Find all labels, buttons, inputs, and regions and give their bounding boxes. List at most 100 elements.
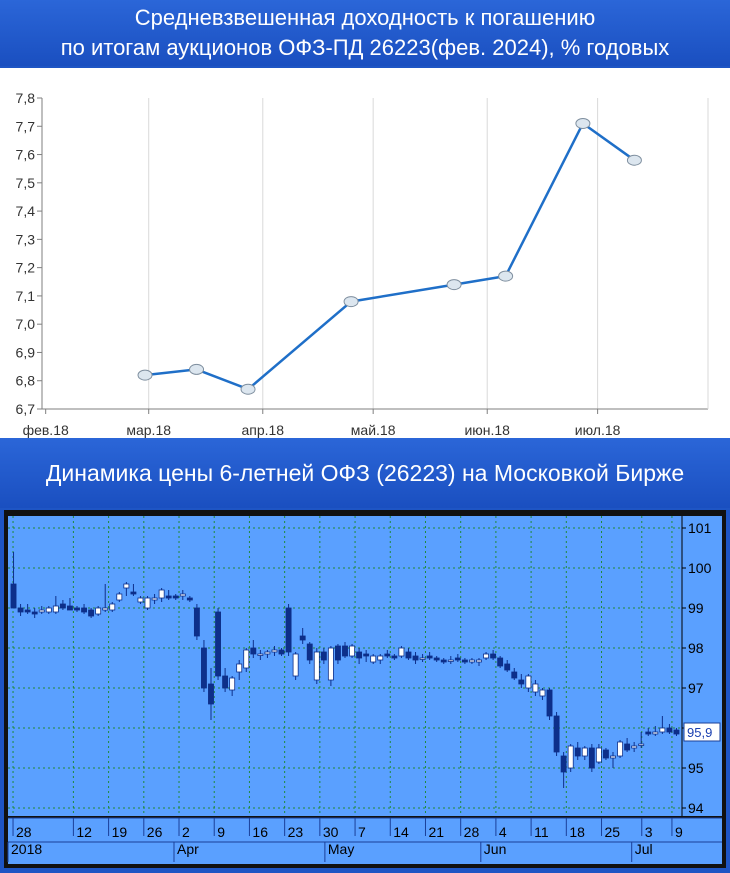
top-chart-title: Средневзвешенная доходность к погашению … (0, 0, 730, 66)
candle-body (130, 591, 137, 595)
price-axis-area (682, 516, 722, 816)
candle-body (74, 607, 80, 611)
price-y-tick-label: 100 (688, 560, 712, 576)
yield-x-tick-label: фев.18 (23, 422, 69, 438)
month-label: 2018 (11, 841, 42, 857)
time-axis-area (8, 818, 722, 864)
price-y-tick-label: 97 (688, 680, 704, 696)
candle-body (229, 677, 236, 691)
candle-body (652, 731, 659, 735)
candle-body (144, 597, 151, 609)
candle-body (327, 647, 334, 681)
yield-y-tick-label: 7,0 (16, 316, 36, 332)
yield-x-tick-label: май.18 (351, 422, 396, 438)
yield-data-point (240, 383, 256, 395)
candle-body (504, 663, 511, 671)
candle-body (88, 609, 95, 617)
candle-body (165, 595, 172, 599)
yield-data-point (189, 363, 205, 375)
candle-body (215, 611, 221, 677)
price-y-tick-label: 99 (688, 600, 704, 616)
candle-body (673, 729, 680, 735)
candle-body (631, 745, 638, 749)
candle-body (243, 649, 250, 669)
candle-body (518, 679, 525, 685)
candle-body (433, 657, 440, 661)
candle-body (81, 607, 87, 613)
yield-x-tick-label: мар.18 (126, 422, 171, 438)
candle-body (363, 653, 370, 657)
candle-body (102, 607, 109, 611)
candle-body (24, 609, 31, 613)
candle-body (349, 645, 355, 657)
top-title-line-2: по итогам аукционов ОФЗ-ПД 26223(фев. 20… (60, 35, 670, 60)
yield-y-tick-label: 7,7 (16, 118, 36, 134)
bottom-title-line-1: Динамика цены 6-летней ОФЗ (26223) на Мо… (45, 460, 685, 486)
yield-data-point (626, 154, 642, 166)
candle-body (553, 715, 560, 753)
candle-body (603, 749, 609, 759)
time-tick-label: 30 (323, 824, 339, 840)
yield-y-tick-label: 6,7 (16, 401, 36, 417)
time-tick-label: 26 (147, 824, 163, 840)
candle-body (426, 655, 433, 659)
candle-body (208, 683, 214, 705)
candle-body (483, 653, 489, 659)
candle-body (95, 607, 102, 615)
candle-body (10, 583, 17, 609)
price-chart: 9495969798991001012812192629162330714212… (7, 516, 722, 864)
candle-body (342, 645, 348, 657)
yield-x-tick-label: июн.18 (464, 422, 510, 438)
yield-data-point (498, 270, 514, 282)
candle-body (59, 603, 66, 609)
candle-body (624, 743, 631, 751)
candle-body (539, 689, 546, 697)
candle-body (17, 607, 24, 613)
candle-body (581, 747, 588, 757)
time-tick-label: 25 (605, 824, 621, 840)
candle-body (638, 743, 645, 746)
candle-body (497, 657, 504, 667)
candle-body (116, 593, 123, 601)
yield-series-line (144, 121, 636, 391)
yield-y-tick-label: 6,9 (16, 344, 36, 360)
price-y-tick-label: 94 (688, 800, 704, 816)
candle-body (454, 657, 461, 661)
candle-body (511, 671, 518, 679)
candle-body (546, 689, 553, 717)
month-label: Jun (484, 841, 507, 857)
candle-body (666, 727, 673, 733)
candle-body (356, 651, 363, 659)
yield-y-tick-label: 7,8 (16, 90, 36, 106)
candle-body (461, 659, 468, 663)
candle-body (172, 595, 179, 599)
candle-body (306, 643, 313, 661)
candle-body (158, 589, 165, 599)
time-tick-label: 2 (182, 824, 190, 840)
yield-y-tick-label: 7,1 (16, 288, 36, 304)
time-tick-label: 9 (675, 824, 683, 840)
candle-body (419, 657, 426, 660)
month-label: Jul (635, 841, 653, 857)
yield-y-tick-label: 7,2 (16, 260, 36, 276)
candle-body (186, 597, 193, 601)
candle-body (617, 741, 623, 757)
last-price-badge (683, 722, 721, 742)
time-tick-label: 19 (112, 824, 128, 840)
candle-body (45, 607, 52, 613)
candle-body (257, 653, 264, 656)
candle-body (370, 655, 377, 663)
yield-x-tick-label: июл.18 (575, 422, 621, 438)
candle-body (292, 653, 299, 677)
bottom-chart-title: Динамика цены 6-летней ОФЗ (26223) на Мо… (0, 438, 730, 508)
candle-body (222, 675, 229, 689)
candle-body (264, 651, 271, 655)
time-tick-label: 3 (645, 824, 653, 840)
yield-y-tick-label: 7,5 (16, 175, 36, 191)
last-price-label: 95,9 (687, 725, 712, 740)
time-tick-label: 14 (393, 824, 409, 840)
candle-body (179, 593, 186, 597)
price-y-tick-label: 95 (688, 760, 704, 776)
yield-chart-panel: фев.18 мар.18 апр.18 май.18 июн.18 июл.18 6,7 6… (0, 66, 730, 440)
candle-body (31, 611, 38, 615)
